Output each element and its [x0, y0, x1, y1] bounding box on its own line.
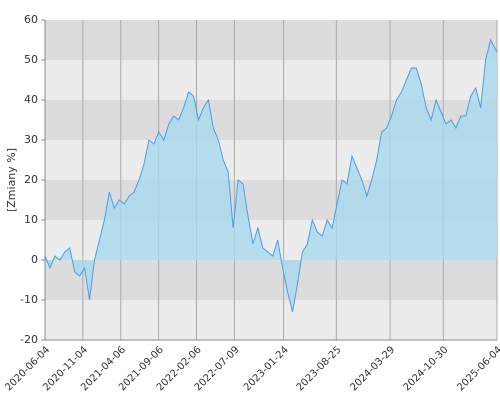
x-tick-label: 2023-01-24: [242, 344, 291, 393]
y-tick-label: 30: [24, 133, 38, 146]
y-axis-label: [Zmiany %]: [5, 148, 18, 212]
x-tick-label: 2025-06-04: [455, 344, 500, 393]
y-tick-label: -10: [20, 293, 38, 306]
grid-band: [45, 300, 497, 340]
area: [45, 40, 497, 312]
x-tick-label: 2024-10-30: [402, 344, 451, 393]
y-tick-label: 50: [24, 53, 38, 66]
y-tick-label: 0: [31, 253, 38, 266]
grid-band: [45, 260, 497, 300]
grid-band: [45, 20, 497, 60]
y-tick-label: 60: [24, 13, 38, 26]
y-tick-label: 40: [24, 93, 38, 106]
y-tick-label: 20: [24, 173, 38, 186]
y-tick-label: 10: [24, 213, 38, 226]
y-tick-label: -20: [20, 333, 38, 346]
x-tick-label: 2023-08-25: [295, 344, 344, 393]
x-tick-label: 2024-03-29: [348, 344, 397, 393]
line: [44, 38, 498, 313]
grid-band: [45, 60, 497, 100]
